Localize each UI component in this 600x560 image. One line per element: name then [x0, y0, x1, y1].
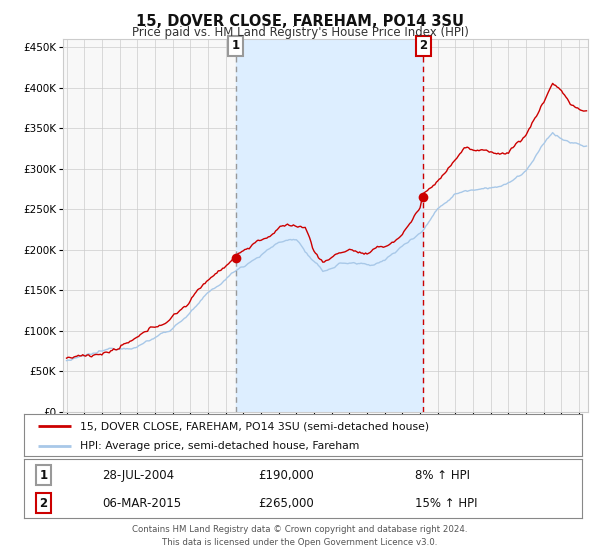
Text: £190,000: £190,000: [259, 469, 314, 482]
Text: 2: 2: [40, 497, 47, 510]
Text: 8% ↑ HPI: 8% ↑ HPI: [415, 469, 470, 482]
Text: 06-MAR-2015: 06-MAR-2015: [102, 497, 181, 510]
Bar: [236, 39, 423, 412]
Text: 28-JUL-2004: 28-JUL-2004: [102, 469, 174, 482]
Text: HPI: Average price, semi-detached house, Fareham: HPI: Average price, semi-detached house,…: [80, 441, 359, 451]
Text: 2: 2: [419, 39, 427, 52]
Text: Price paid vs. HM Land Registry's House Price Index (HPI): Price paid vs. HM Land Registry's House …: [131, 26, 469, 39]
Text: 15% ↑ HPI: 15% ↑ HPI: [415, 497, 477, 510]
Text: £265,000: £265,000: [259, 497, 314, 510]
Text: Contains HM Land Registry data © Crown copyright and database right 2024.
This d: Contains HM Land Registry data © Crown c…: [132, 525, 468, 547]
Text: 1: 1: [232, 39, 240, 52]
Text: 15, DOVER CLOSE, FAREHAM, PO14 3SU (semi-detached house): 15, DOVER CLOSE, FAREHAM, PO14 3SU (semi…: [80, 421, 429, 431]
Text: 1: 1: [40, 469, 47, 482]
Text: 15, DOVER CLOSE, FAREHAM, PO14 3SU: 15, DOVER CLOSE, FAREHAM, PO14 3SU: [136, 14, 464, 29]
